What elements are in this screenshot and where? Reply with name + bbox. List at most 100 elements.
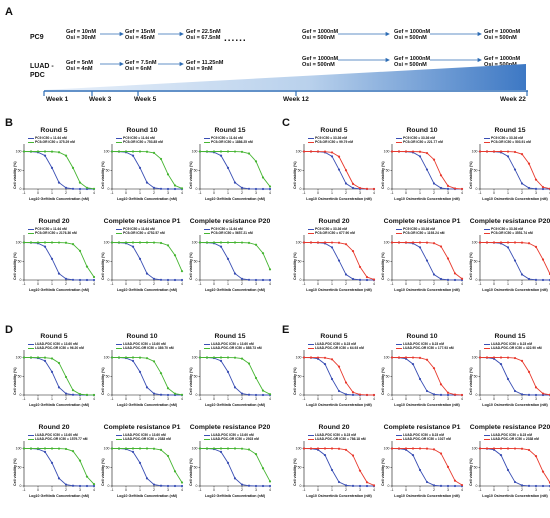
data-point-resistant	[309, 356, 313, 359]
y-tick-label: 100	[384, 447, 390, 451]
data-point-sensitive	[226, 370, 230, 373]
data-point-resistant	[261, 389, 265, 392]
legend-entry-sensitive: LUAD-PDC IC50 = 13.60 nM	[204, 342, 262, 346]
legend-swatch-sensitive	[204, 343, 210, 345]
y-tick-label: 50	[106, 259, 110, 263]
series-line-resistant	[303, 448, 375, 486]
x-tick-label: -1	[22, 191, 25, 195]
x-tick-label: 3	[447, 488, 449, 492]
data-point-sensitive	[344, 273, 348, 276]
data-point-resistant	[432, 448, 436, 451]
data-point-resistant	[198, 356, 202, 359]
data-point-resistant	[233, 241, 237, 244]
dose-response-chart: Complete resistance P1 LUAD-PDC IC50 = 13…	[98, 424, 186, 504]
data-point-sensitive	[92, 278, 96, 282]
legend-swatch-resistant	[308, 141, 314, 143]
data-point-sensitive	[226, 461, 230, 464]
data-point-sensitive	[351, 484, 355, 487]
data-point-resistant	[492, 241, 496, 244]
x-tick-label: 2	[521, 191, 523, 195]
legend-swatch-sensitive	[484, 434, 490, 436]
data-point-resistant	[78, 393, 82, 396]
data-point-resistant	[390, 447, 394, 450]
series-line-sensitive	[199, 448, 271, 487]
legend-swatch-resistant	[28, 438, 34, 440]
y-tick-label: 50	[194, 168, 198, 172]
x-tick-label: 4	[373, 488, 375, 492]
y-axis-label: Cell viability (%)	[13, 458, 17, 486]
legend-label-sensitive: PC9 IC50 = 11.64 nM	[123, 227, 155, 231]
data-point-resistant	[180, 393, 184, 396]
data-point-resistant	[247, 241, 251, 244]
legend-swatch-sensitive	[396, 343, 402, 345]
data-point-sensitive	[446, 187, 450, 190]
data-point-sensitive	[425, 168, 429, 171]
x-tick-label: 4	[461, 488, 463, 492]
x-tick-label: 1	[331, 397, 333, 401]
x-tick-label: 3	[535, 282, 537, 286]
y-axis-label: Cell viability (%)	[381, 161, 385, 189]
y-axis-label: Cell viability (%)	[293, 458, 297, 486]
data-point-sensitive	[131, 245, 135, 248]
data-point-sensitive	[506, 246, 510, 249]
data-point-resistant	[330, 447, 334, 450]
x-axis-label: Log10 Gefitinib Concentration (nM)	[28, 288, 90, 292]
data-point-resistant	[425, 241, 429, 244]
x-tick-label: 2	[153, 191, 155, 195]
series-line-sensitive	[111, 357, 183, 396]
y-tick-label: 100	[16, 447, 22, 451]
x-tick-label: 3	[359, 282, 361, 286]
legend-swatch-sensitive	[396, 434, 402, 436]
legend-label-sensitive: LUAD-PDC IC50 = 13.60 nM	[123, 433, 166, 437]
x-tick-label: 0	[317, 488, 319, 492]
x-tick-label: 4	[461, 282, 463, 286]
chart-legend: PC9 IC50 = 11.64 nM PC9-GR IC50 = 2176.36…	[28, 227, 77, 235]
data-point-resistant	[365, 187, 369, 190]
x-tick-label: 0	[213, 488, 215, 492]
data-point-resistant	[247, 362, 251, 365]
data-point-sensitive	[513, 259, 517, 262]
axes	[303, 144, 374, 190]
legend-label-sensitive: LUAD-PDC IC50 = 8.23 nM	[491, 433, 532, 437]
data-point-resistant	[50, 357, 54, 360]
y-axis-label: Cell viability (%)	[469, 252, 473, 280]
data-point-resistant	[513, 150, 517, 154]
data-point-resistant	[226, 447, 230, 450]
y-axis-label: Cell viability (%)	[101, 161, 105, 189]
data-point-resistant	[418, 241, 422, 244]
data-point-resistant	[351, 391, 355, 394]
data-point-resistant	[478, 356, 482, 359]
chart-legend: LUAD-PDC IC50 = 13.60 nM LUAD-PDC-GR IC50…	[204, 342, 262, 350]
data-point-sensitive	[520, 484, 524, 487]
panel-label-d: D	[5, 324, 13, 336]
data-point-resistant	[233, 150, 237, 153]
data-point-resistant	[513, 447, 517, 450]
data-point-resistant	[330, 358, 334, 361]
pc9-step-2: Gef = 15nM Osi = 45nM	[125, 29, 155, 41]
x-axis-label: Log10 Gefitinib Concentration (nM)	[116, 288, 178, 292]
legend-entry-resistant: PC9-OR IC50 = 221.77 nM	[396, 140, 443, 144]
y-tick-label: 50	[298, 374, 302, 378]
x-tick-label: 1	[51, 397, 53, 401]
data-point-resistant	[145, 357, 149, 360]
data-point-sensitive	[261, 484, 265, 488]
data-point-sensitive	[365, 278, 369, 282]
x-tick-label: 1	[51, 282, 53, 286]
legend-entry-resistant: LUAD-PDC-OR IC50 = 2338 nM	[484, 437, 539, 441]
chart-title: Round 10	[406, 333, 438, 340]
luad-step-5: Gef = 1000nM Osi = 500nM	[394, 56, 431, 68]
data-point-sensitive	[344, 393, 348, 396]
data-point-sensitive	[159, 187, 163, 190]
y-tick-label: 100	[296, 356, 302, 360]
x-tick-label: 1	[139, 282, 141, 286]
legend-swatch-resistant	[308, 232, 314, 234]
legend-entry-sensitive: PC9 IC50 = 33.36 nM	[396, 227, 445, 231]
data-point-sensitive	[233, 181, 237, 184]
data-point-sensitive	[425, 389, 429, 393]
pc9-step-5: Gef = 1000nM Osi = 500nM	[394, 29, 431, 41]
data-point-resistant	[358, 186, 362, 190]
